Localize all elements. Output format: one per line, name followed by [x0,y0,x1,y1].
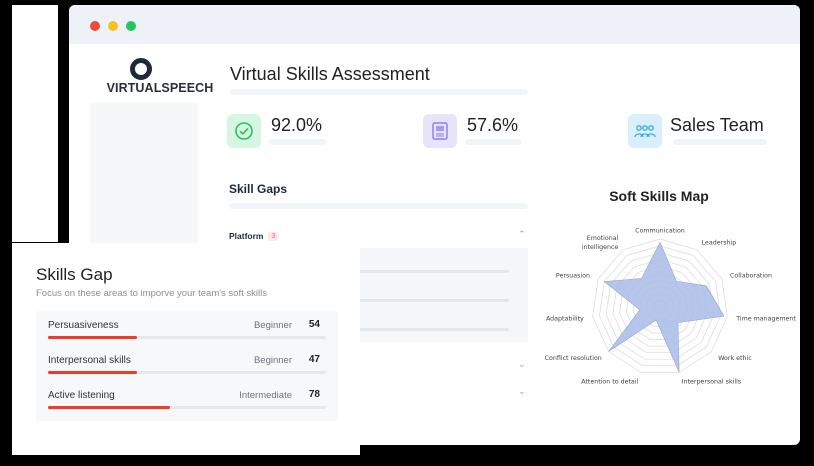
title-bar [69,5,800,44]
skill-level: Beginner [253,320,292,331]
team-icon [628,114,662,148]
radar-axis-label: Work ethic [718,355,752,362]
report-book-icon [423,114,457,148]
team-name: Sales Team [670,115,764,135]
skills-list: Persuasiveness Beginner 54 Interpersonal… [36,311,338,421]
stat-placeholder [465,139,522,145]
radar-title: Soft Skills Map [609,188,709,204]
skill-gaps-title: Skill Gaps [229,182,288,196]
skill-level: Beginner [253,355,292,366]
maximize-window-button[interactable] [126,21,136,31]
skill-name: Interpersonal skills [48,355,131,366]
skill-score: 78 [308,389,320,400]
skill-progress-bar [48,336,326,339]
skill-score: 54 [308,319,320,330]
background-panel [12,5,58,242]
skill-row[interactable]: Persuasiveness Beginner 54 [48,313,326,343]
close-window-button[interactable] [90,21,100,31]
radar-axis-label: Time management [735,315,796,322]
platform-label: Platform [229,231,264,241]
chevron-down-icon[interactable]: ⌄ [518,386,526,396]
stat-placeholder [673,139,767,145]
brand-name: VIRTUALSPEECH [106,81,214,95]
radar-axis-label: Interpersonal skills [682,378,741,385]
radar-axis-label: intelligence [582,244,619,251]
platform-accordion-header[interactable]: Platform 3 [229,231,279,241]
chevron-down-icon[interactable]: ⌄ [518,359,526,369]
row-placeholder [309,299,509,302]
title-placeholder [230,89,528,95]
minimize-window-button[interactable] [108,21,118,31]
page-title: Virtual Skills Assessment [230,64,430,84]
skill-row[interactable]: Interpersonal skills Beginner 47 [48,348,326,378]
skill-progress-bar [48,371,326,374]
stat-completion: 92.0% [271,115,323,135]
skill-name: Persuasiveness [48,320,119,331]
soft-skills-radar-chart: Communication Leadership Collaboration Time… [545,228,797,386]
radar-axis-label: Communication [635,228,685,235]
card-subtitle: Focus on these areas to imporve your tea… [36,288,267,299]
chevron-up-icon[interactable]: ⌃ [518,229,526,239]
skills-gap-card: Skills Gap Focus on these areas to impor… [12,243,360,455]
platform-count-badge: 3 [268,231,279,241]
radar-axis-label: Leadership [702,240,737,247]
skill-progress-bar [48,406,326,409]
check-circle-icon [227,114,261,148]
stat-placeholder [269,139,326,145]
radar-axis-label: Adaptability [546,315,584,322]
radar-axis-label: Attention to detail [581,378,638,385]
skill-name: Active listening [48,390,115,401]
section-placeholder [229,203,528,209]
radar-axis-label: Conflict resolution [545,355,602,362]
radar-axis-label: Collaboration [730,273,772,280]
skill-level: Intermediate [239,390,292,401]
row-placeholder [309,328,509,331]
stat-score: 57.6% [467,115,519,135]
radar-axis-label: Persuasion [556,273,590,280]
skill-score: 47 [308,354,320,365]
logo-icon [130,58,152,80]
card-title: Skills Gap [36,265,113,284]
radar-axis-label: Emotional [587,235,619,242]
skill-row[interactable]: Active listening Intermediate 78 [48,383,326,413]
row-placeholder [309,270,509,273]
